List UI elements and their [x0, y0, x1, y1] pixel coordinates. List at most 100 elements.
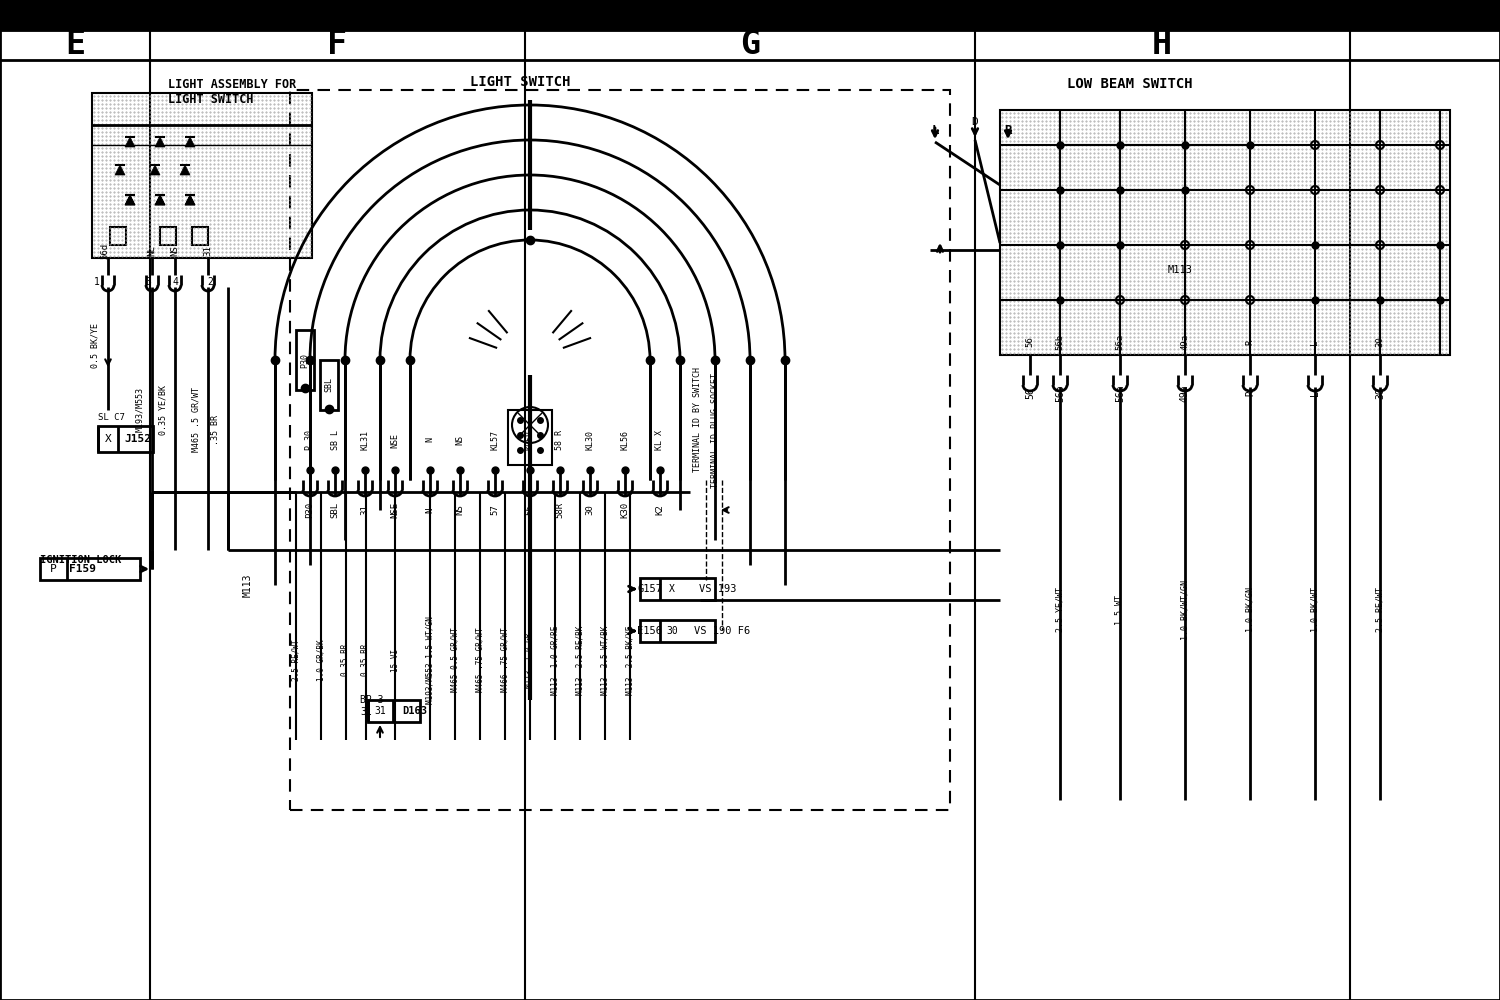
Text: M113  2.5 RE/BK: M113 2.5 RE/BK [576, 625, 585, 695]
Text: N: N [426, 507, 435, 513]
Text: VS 190 F6: VS 190 F6 [694, 626, 750, 636]
Text: M465 .5 GR/WT: M465 .5 GR/WT [192, 387, 201, 452]
Text: KL X: KL X [656, 430, 664, 450]
Text: 0.35 YE/BK: 0.35 YE/BK [159, 385, 168, 435]
Text: G: G [740, 28, 760, 62]
Text: TERMINAL ID PLUG SOCKET: TERMINAL ID PLUG SOCKET [711, 372, 720, 488]
Bar [160, 227, 176, 245]
Polygon shape [184, 195, 195, 205]
Text: 31: 31 [204, 246, 213, 256]
Polygon shape [184, 195, 195, 205]
Text: 31: 31 [360, 505, 369, 515]
Text: NS: NS [456, 505, 465, 515]
Bar [368, 700, 420, 722]
Text: 4: 4 [172, 277, 178, 287]
Text: 56a: 56a [1116, 334, 1125, 350]
Text: G157: G157 [638, 584, 663, 594]
Text: 2.5 RE/WT: 2.5 RE/WT [1376, 587, 1384, 633]
Text: M193/M553 1.5 WT/GN: M193/M553 1.5 WT/GN [426, 616, 435, 704]
Text: 1.5 WT: 1.5 WT [1116, 595, 1125, 625]
Text: M113: M113 [1168, 265, 1192, 275]
Text: 1.0 BK/WT/GN: 1.0 BK/WT/GN [1180, 580, 1190, 640]
Text: M193/M553: M193/M553 [135, 387, 144, 432]
Text: K2: K2 [656, 505, 664, 515]
Text: KL56: KL56 [621, 430, 630, 450]
Text: SBL: SBL [330, 502, 339, 518]
Text: SL C7: SL C7 [98, 412, 124, 422]
Text: P: P [50, 564, 57, 574]
Text: P 30: P 30 [306, 430, 315, 450]
Text: M113  2.5 WT/BK: M113 2.5 WT/BK [600, 625, 609, 695]
Text: VS 193: VS 193 [699, 584, 736, 594]
Text: 30: 30 [1376, 387, 1384, 399]
Polygon shape [184, 137, 195, 147]
Text: F: F [327, 28, 346, 62]
Polygon shape [154, 137, 165, 147]
Text: 30: 30 [585, 505, 594, 515]
Polygon shape [124, 137, 135, 147]
Text: NL: NL [147, 246, 156, 256]
Text: TERMINAL ID BY SWITCH: TERMINAL ID BY SWITCH [693, 367, 702, 473]
Text: M465 0.5 GR/WT: M465 0.5 GR/WT [450, 628, 459, 692]
Text: M113  1.0 GR/RE: M113 1.0 GR/RE [550, 625, 560, 695]
Text: D: D [972, 117, 978, 127]
Bar [640, 578, 716, 600]
Text: 56a: 56a [1114, 384, 1125, 402]
Text: LOW BEAM SWITCH: LOW BEAM SWITCH [1066, 77, 1192, 91]
Bar [98, 426, 153, 452]
Text: 30: 30 [666, 626, 678, 636]
Text: X: X [105, 434, 111, 444]
Text: 0.35 BR: 0.35 BR [342, 644, 351, 676]
Text: R: R [1245, 339, 1254, 345]
Bar [0, 0, 1500, 30]
Bar [1000, 110, 1450, 355]
Bar [320, 360, 338, 410]
Text: 1: 1 [94, 277, 100, 287]
Text: E156: E156 [638, 626, 663, 636]
Text: 1.0 BK/GN: 1.0 BK/GN [1245, 587, 1254, 633]
Bar [296, 330, 314, 390]
Polygon shape [154, 195, 165, 205]
Bar [40, 558, 140, 580]
Text: 57: 57 [490, 505, 500, 515]
Polygon shape [116, 165, 124, 175]
Text: 58 R: 58 R [555, 430, 564, 450]
Text: 56b: 56b [1056, 334, 1065, 350]
Polygon shape [124, 195, 135, 205]
Text: 3: 3 [146, 277, 152, 287]
Text: 31: 31 [374, 706, 386, 716]
Text: 15 VI: 15 VI [390, 648, 399, 672]
Text: X: X [669, 584, 675, 594]
Text: 49a: 49a [1180, 384, 1190, 402]
Text: SBL: SBL [324, 377, 333, 392]
Text: M465 .75 GR/WT: M465 .75 GR/WT [476, 628, 484, 692]
Text: P30: P30 [306, 502, 315, 518]
Text: F159: F159 [69, 564, 96, 574]
Text: M113: M113 [243, 573, 254, 597]
Text: N: N [426, 438, 435, 442]
Text: KL31: KL31 [360, 430, 369, 450]
Text: NSE: NSE [390, 432, 399, 448]
Text: 56b: 56b [1054, 384, 1065, 402]
Text: 56: 56 [525, 505, 534, 515]
Text: 2.5 YE/WT: 2.5 YE/WT [1056, 587, 1065, 633]
Text: M113  1.0 GR: M113 1.0 GR [525, 632, 534, 688]
Text: KL30: KL30 [585, 430, 594, 450]
Text: .35 BR: .35 BR [211, 415, 220, 445]
Text: SB L: SB L [330, 430, 339, 450]
Polygon shape [154, 195, 165, 205]
Text: L: L [1311, 339, 1320, 345]
Text: 30: 30 [1376, 337, 1384, 347]
Text: J152: J152 [124, 434, 152, 444]
Polygon shape [150, 165, 160, 175]
Text: 58R: 58R [555, 502, 564, 518]
Text: 1.0 GR/BK: 1.0 GR/BK [316, 639, 326, 681]
Text: 2: 2 [207, 277, 213, 287]
Text: NS: NS [171, 246, 180, 256]
Bar [92, 93, 312, 258]
Text: LIGHT ASSEMBLY FOR
LIGHT SWITCH: LIGHT ASSEMBLY FOR LIGHT SWITCH [168, 78, 296, 106]
Text: P30: P30 [300, 353, 309, 367]
Text: R: R [1005, 123, 1011, 136]
Text: M113  2.5 BK/YE: M113 2.5 BK/YE [626, 625, 634, 695]
Text: 56d: 56d [100, 243, 109, 259]
